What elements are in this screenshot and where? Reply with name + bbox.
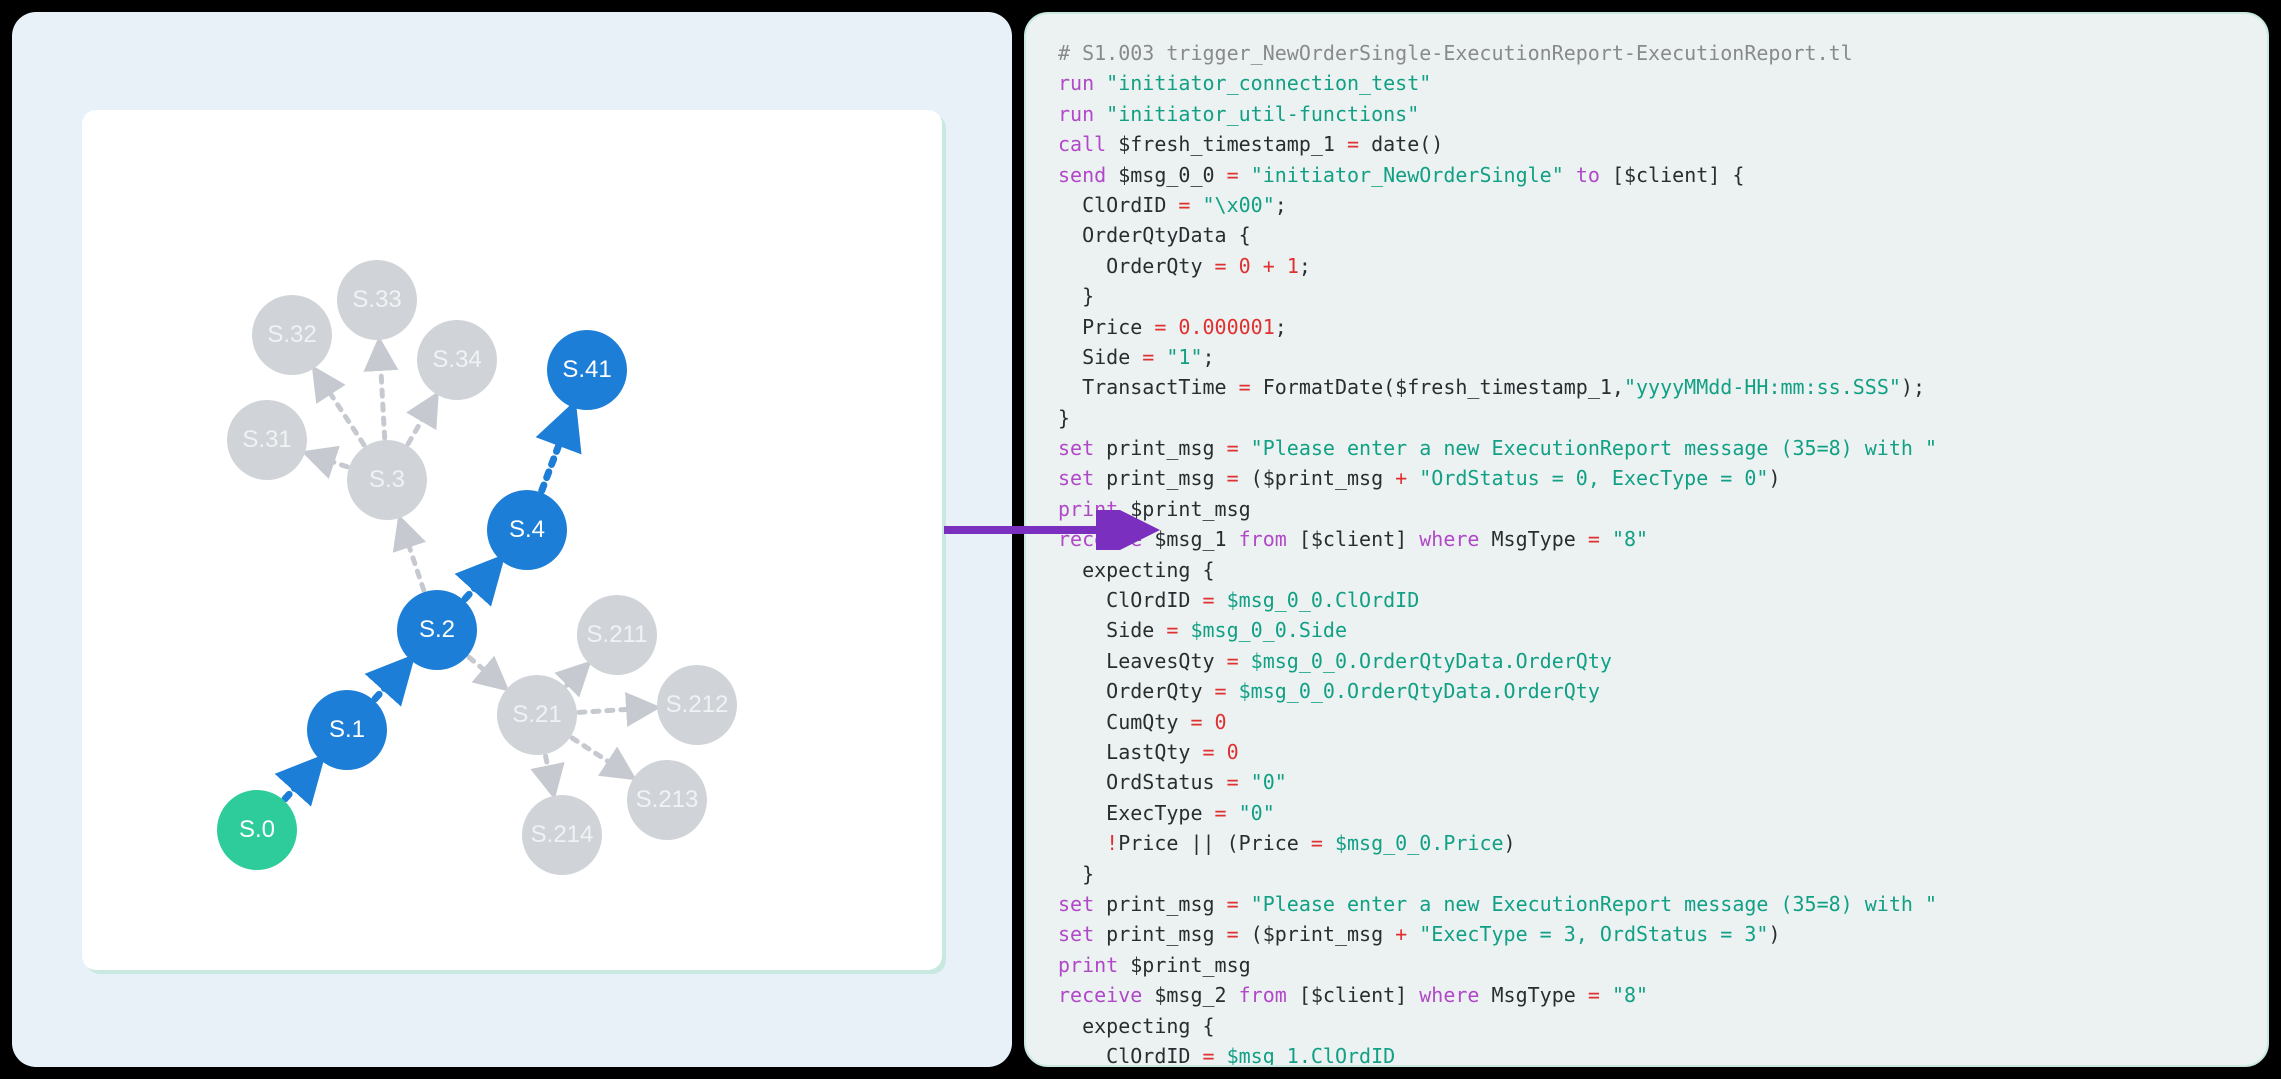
code-listing: # S1.003 trigger_NewOrderSingle-Executio…: [1058, 38, 2235, 1067]
code-line: OrderQtyData {: [1058, 220, 2235, 250]
code-line: }: [1058, 403, 2235, 433]
graph-edge: [546, 756, 553, 790]
code-line: ClOrdID = $msg_1.ClOrdID: [1058, 1041, 2235, 1067]
code-line: send $msg_0_0 = "initiator_NewOrderSingl…: [1058, 160, 2235, 190]
code-line: run "initiator_connection_test": [1058, 68, 2235, 98]
graph-edge: [469, 657, 502, 685]
code-line: }: [1058, 859, 2235, 889]
graph-node-S-32: S.32: [252, 295, 332, 375]
code-line: TransactTime = FormatDate($fresh_timesta…: [1058, 372, 2235, 402]
code-line: Price = 0.000001;: [1058, 312, 2235, 342]
code-line: run "initiator_util-functions": [1058, 99, 2235, 129]
graph-edge: [567, 667, 585, 685]
graph-node-S-41: S.41: [547, 330, 627, 410]
code-line: call $fresh_timestamp_1 = date(): [1058, 129, 2235, 159]
code-line: LeavesQty = $msg_0_0.OrderQtyData.OrderQ…: [1058, 646, 2235, 676]
code-line: OrderQty = 0 + 1;: [1058, 251, 2235, 281]
code-line: !Price || (Price = $msg_0_0.Price): [1058, 828, 2235, 858]
graph-node-S-212: S.212: [657, 665, 737, 745]
code-line: receive $msg_1 from [$client] where MsgT…: [1058, 524, 2235, 554]
graph-node-S-2: S.2: [397, 590, 477, 670]
graph-node-S-0: S.0: [217, 790, 297, 870]
code-panel: # S1.003 trigger_NewOrderSingle-Executio…: [1024, 12, 2269, 1067]
graph-edge: [402, 523, 424, 590]
state-graph-card: S.0S.1S.2S.4S.41S.3S.31S.32S.33S.34S.21S…: [82, 110, 942, 970]
code-line: OrdStatus = "0": [1058, 767, 2235, 797]
code-line: Side = $msg_0_0.Side: [1058, 615, 2235, 645]
code-line: Side = "1";: [1058, 342, 2235, 372]
graph-edge: [465, 564, 496, 599]
graph-edge: [572, 737, 628, 774]
graph-node-S-4: S.4: [487, 490, 567, 570]
code-line: expecting {: [1058, 555, 2235, 585]
code-line: LastQty = 0: [1058, 737, 2235, 767]
graph-edge: [380, 345, 385, 437]
code-line: ClOrdID = "\x00";: [1058, 190, 2235, 220]
graph-node-S-213: S.213: [627, 760, 707, 840]
graph-edge: [317, 373, 364, 444]
code-line: ExecType = "0": [1058, 798, 2235, 828]
code-line: print $print_msg: [1058, 494, 2235, 524]
code-line: set print_msg = ($print_msg + "OrdStatus…: [1058, 463, 2235, 493]
graph-node-S-34: S.34: [417, 320, 497, 400]
code-line: receive $msg_2 from [$client] where MsgT…: [1058, 980, 2235, 1010]
graph-edge: [579, 707, 651, 712]
transform-arrow-icon: [940, 510, 1160, 550]
graph-edge: [375, 664, 406, 699]
graph-node-S-31: S.31: [227, 400, 307, 480]
graph-edge: [408, 399, 434, 443]
graph-edge: [542, 413, 571, 491]
graph-node-S-33: S.33: [337, 260, 417, 340]
graph-node-S-214: S.214: [522, 795, 602, 875]
graph-edge: [311, 454, 348, 466]
code-line: # S1.003 trigger_NewOrderSingle-Executio…: [1058, 38, 2235, 68]
code-line: }: [1058, 281, 2235, 311]
code-line: ClOrdID = $msg_0_0.ClOrdID: [1058, 585, 2235, 615]
code-line: print $print_msg: [1058, 950, 2235, 980]
code-line: expecting {: [1058, 1011, 2235, 1041]
code-line: set print_msg = "Please enter a new Exec…: [1058, 433, 2235, 463]
graph-node-S-3: S.3: [347, 440, 427, 520]
code-line: set print_msg = ($print_msg + "ExecType …: [1058, 919, 2235, 949]
code-line: CumQty = 0: [1058, 707, 2235, 737]
left-panel: S.0S.1S.2S.4S.41S.3S.31S.32S.33S.34S.21S…: [12, 12, 1012, 1067]
code-line: OrderQty = $msg_0_0.OrderQtyData.OrderQt…: [1058, 676, 2235, 706]
graph-node-S-211: S.211: [577, 595, 657, 675]
code-line: set print_msg = "Please enter a new Exec…: [1058, 889, 2235, 919]
graph-edge: [285, 764, 316, 799]
graph-node-S-21: S.21: [497, 675, 577, 755]
graph-node-S-1: S.1: [307, 690, 387, 770]
